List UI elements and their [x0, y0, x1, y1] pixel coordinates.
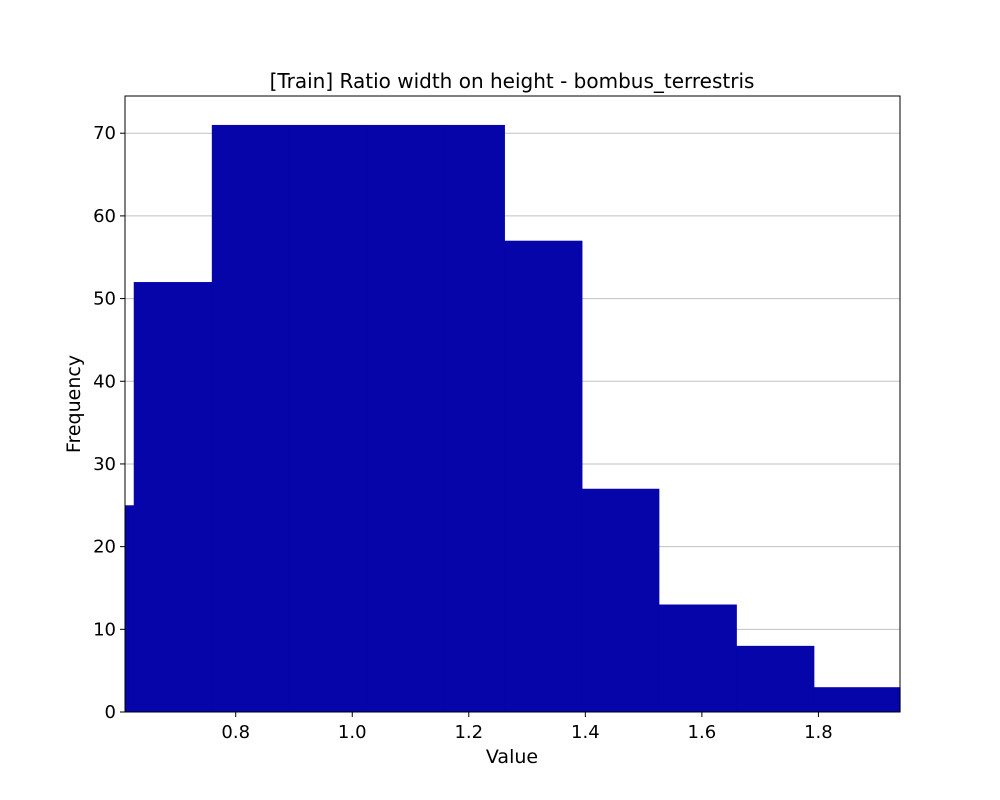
y-tick-label: 60 [93, 206, 116, 227]
histogram-bar-9 [736, 645, 815, 712]
y-tick-label: 70 [93, 123, 116, 144]
x-tick-label: 1.6 [688, 722, 717, 743]
histogram-bar-2 [211, 124, 290, 713]
histogram-bar-0 [125, 505, 135, 712]
y-tick-label: 40 [93, 371, 116, 392]
histogram-bar-3 [289, 124, 368, 713]
histogram-bar-7 [581, 488, 660, 712]
x-axis-label: Value [486, 746, 538, 768]
histogram-bar-1 [133, 282, 213, 712]
x-tick-label: 1.4 [571, 722, 600, 743]
y-tick-label: 10 [93, 619, 116, 640]
y-axis-ticks: 0 10 20 30 40 50 60 70 [93, 123, 125, 723]
y-tick-label: 20 [93, 537, 116, 558]
plot-frame [124, 95, 901, 713]
histogram-bar-6 [504, 240, 583, 712]
x-tick-label: 1.8 [804, 722, 833, 743]
y-axis-label: Frequency [63, 355, 85, 453]
chart-title: [Train] Ratio width on height - bombus_t… [270, 69, 755, 93]
x-axis-ticks: 0.8 1.0 1.2 1.4 1.6 1.8 [221, 712, 833, 743]
histogram-bar-5 [444, 124, 505, 713]
y-tick-label: 0 [105, 702, 116, 723]
x-tick-label: 1.0 [338, 722, 367, 743]
histogram-bars [125, 124, 901, 713]
histogram-bar-10 [813, 687, 901, 712]
x-tick-label: 1.2 [454, 722, 483, 743]
x-tick-label: 0.8 [221, 722, 250, 743]
histogram-bar-4 [366, 124, 446, 713]
histogram-bar-8 [658, 604, 737, 712]
y-tick-label: 30 [93, 454, 116, 475]
y-tick-label: 50 [93, 289, 116, 310]
